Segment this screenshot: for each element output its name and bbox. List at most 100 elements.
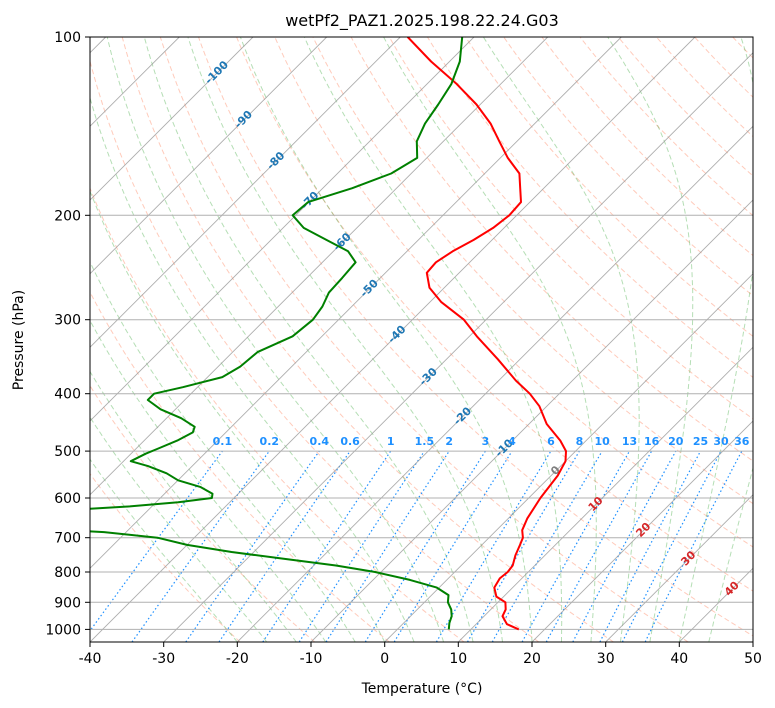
x-tick-label: 20 — [523, 651, 541, 667]
y-tick-label: 100 — [54, 30, 81, 46]
mixing-ratio-label: 0.6 — [340, 435, 360, 448]
dry-adiabat — [236, 37, 753, 592]
x-tick-label: -40 — [79, 651, 102, 667]
y-tick-label: 300 — [54, 313, 81, 329]
moist-adiabat — [90, 189, 386, 642]
mixing-ratio-label: 2 — [445, 435, 453, 448]
dry-adiabat — [121, 37, 614, 642]
y-tick-label: 600 — [54, 491, 81, 507]
moist-adiabat — [143, 37, 474, 642]
y-tick-label: 700 — [54, 531, 81, 547]
mixing-ratio-label: 20 — [668, 435, 684, 448]
y-tick-label: 900 — [54, 595, 81, 611]
mixing-ratio-line — [521, 450, 631, 642]
mixing-ratio-label: 0.2 — [260, 435, 280, 448]
isotherm-line — [90, 37, 328, 275]
x-axis: -40 -30 -20 -10 0 10 20 30 40 50 — [79, 642, 762, 667]
isotherm-line — [90, 37, 254, 201]
x-tick-label: 40 — [670, 651, 688, 667]
y-tick-label: 500 — [54, 444, 81, 460]
mixing-ratio-label: 4 — [508, 435, 516, 448]
isotherm-line — [531, 420, 753, 642]
mixing-ratio-label: 6 — [547, 435, 555, 448]
dry-adiabat — [159, 37, 689, 642]
isotherms — [90, 37, 753, 642]
mixing-ratio-label: 0.4 — [310, 435, 330, 448]
mixing-ratio-line — [218, 450, 351, 642]
dry-adiabat — [90, 59, 540, 642]
dry-adiabat — [350, 37, 753, 462]
moist-adiabat — [678, 37, 753, 642]
y-tick-label: 400 — [54, 387, 81, 403]
mixing-ratio-label: 30 — [713, 435, 729, 448]
isotherm-line — [605, 494, 753, 642]
dry-adiabat — [90, 472, 241, 642]
dry-adiabat — [90, 384, 316, 642]
mixing-ratio-line — [393, 450, 513, 642]
mixing-ratio-label: 3 — [482, 435, 490, 448]
temperature-line — [406, 37, 567, 631]
plot-frame — [89, 36, 754, 643]
isotherm-line — [384, 273, 753, 642]
mixing-ratio-line — [185, 450, 320, 642]
y-axis: 100 200 300 400 500 600 700 800 900 1000 — [45, 30, 90, 638]
dry-adiabat — [90, 291, 390, 642]
y-axis-title: Pressure (hPa) — [11, 290, 27, 390]
dry-adiabat — [465, 37, 753, 337]
x-tick-label: -30 — [152, 651, 175, 667]
mixing-ratio-line — [435, 450, 552, 642]
x-tick-label: 0 — [380, 651, 389, 667]
mixing-ratio-label: 10 — [594, 435, 610, 448]
chart-title: wetPf2_PAZ1.2025.198.22.24.G03 — [285, 11, 559, 31]
mixing-ratio-line — [364, 450, 486, 642]
mixing-ratio-label: 13 — [622, 435, 637, 448]
y-tick-label: 800 — [54, 565, 81, 581]
dry-adiabat — [312, 37, 753, 505]
moist-adiabat — [90, 416, 268, 642]
dry-adiabat — [579, 37, 753, 217]
moist-adiabat — [303, 37, 563, 642]
moist-adiabat — [383, 37, 597, 642]
isotherm-line — [90, 37, 696, 642]
isotherm-line — [163, 52, 753, 642]
moist-adiabat — [90, 319, 327, 642]
pressure-gridlines — [90, 37, 753, 630]
x-tick-label: -10 — [300, 651, 323, 667]
y-tick-label: 200 — [54, 208, 81, 224]
mixing-ratio-label: 0.1 — [213, 435, 233, 448]
isotherm-line — [236, 125, 753, 642]
dry-adiabat — [274, 37, 753, 548]
moist-adiabat — [239, 37, 533, 642]
moist-adiabat — [708, 466, 753, 642]
mixing-ratio-label: 1.5 — [415, 435, 435, 448]
mixing-ratio-line — [466, 450, 580, 642]
x-tick-label: 50 — [744, 651, 762, 667]
isotherm-line — [310, 199, 753, 642]
mixing-ratio-labels: 0.1 0.2 0.4 0.6 1 1.5 2 3 4 6 8 10 13 16 20 25 30 36 — [213, 435, 750, 448]
moist-adiabat — [607, 37, 694, 642]
moist-adiabat — [482, 37, 640, 642]
profile-series — [90, 37, 567, 631]
isotherm-line — [457, 346, 753, 642]
x-tick-label: 30 — [597, 651, 615, 667]
mixing-ratio-label: 25 — [693, 435, 708, 448]
moist-adiabat — [187, 37, 503, 642]
isotherm-line — [90, 37, 549, 496]
mixing-ratio-label: 1 — [387, 435, 395, 448]
mixing-ratio-label: 8 — [576, 435, 584, 448]
moist-adiabat — [106, 37, 445, 642]
mixing-ratio-line — [491, 450, 603, 642]
dry-adiabat — [90, 186, 465, 642]
x-tick-label: 10 — [449, 651, 467, 667]
moist-adiabat — [90, 458, 238, 642]
mixing-ratio-line — [90, 450, 223, 632]
mixing-ratio-label: 36 — [734, 435, 750, 448]
x-axis-title: Temperature (°C) — [361, 681, 483, 697]
isotherm-line — [90, 37, 401, 348]
y-tick-label: 1000 — [45, 622, 81, 638]
x-tick-label: -20 — [226, 651, 249, 667]
mixing-ratio-line — [572, 450, 677, 642]
dewpoint-line — [90, 37, 464, 630]
